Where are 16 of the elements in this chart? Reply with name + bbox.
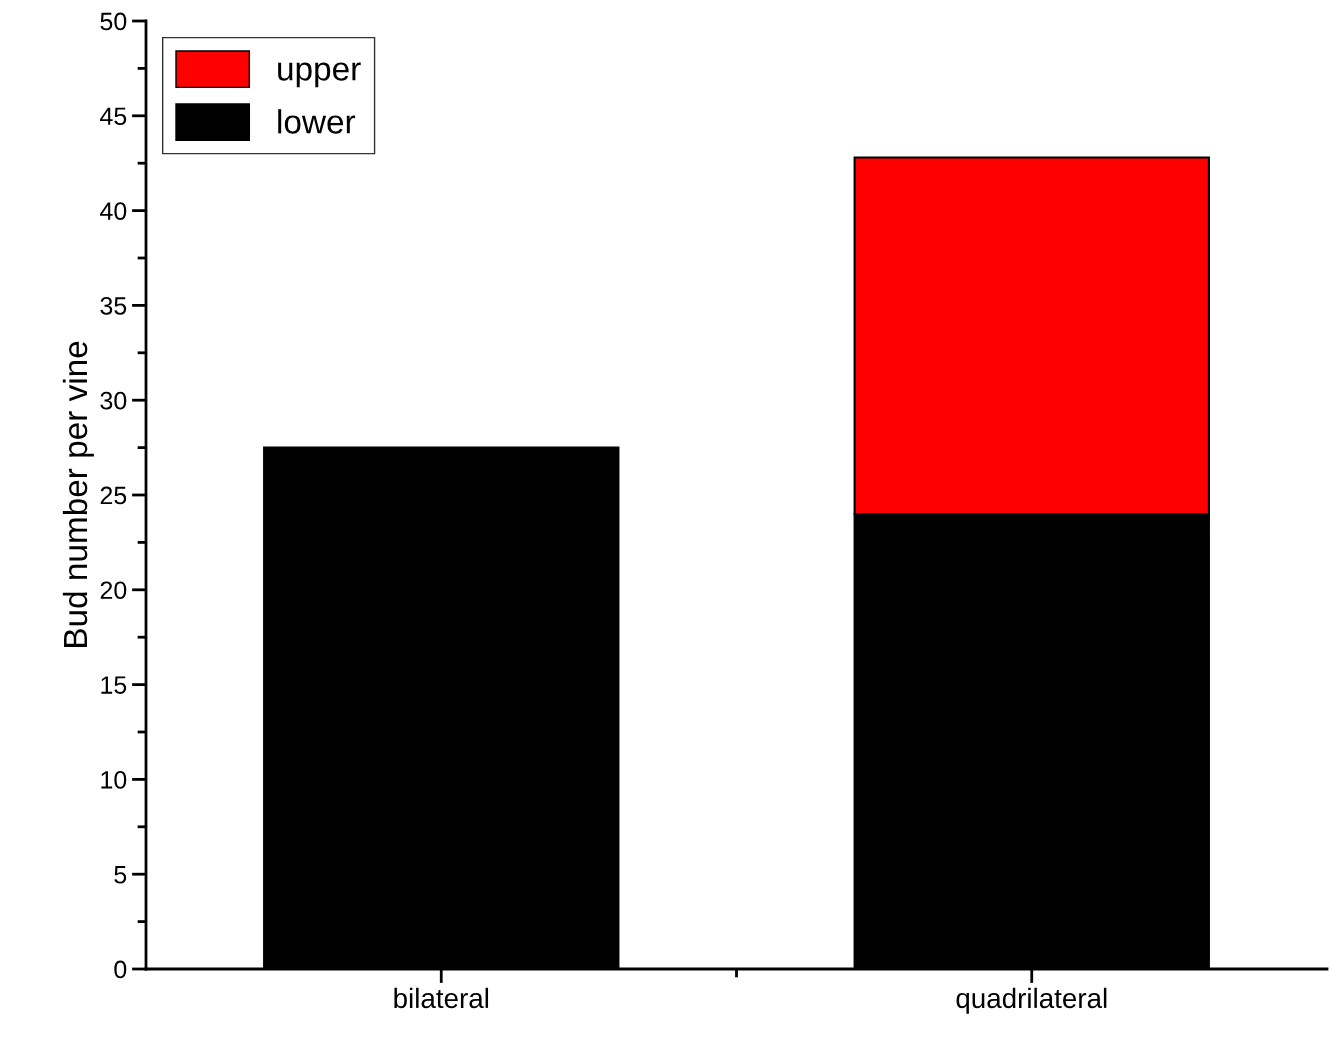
x-tick-label: quadrilateral — [956, 987, 1107, 1014]
legend-label: upper — [278, 62, 361, 88]
y-tick-label: 40 — [100, 202, 127, 220]
y-tick-label: 35 — [100, 297, 127, 315]
y-tick-label: 20 — [100, 581, 127, 600]
y-tick-label: 50 — [100, 12, 127, 31]
legend-label: lower — [278, 109, 356, 134]
y-tick-label: 5 — [114, 866, 127, 884]
y-tick-label: 45 — [100, 107, 127, 126]
y-axis-title: Bud number per vine — [62, 341, 94, 647]
y-tick-label: 30 — [100, 391, 127, 410]
y-tick-label: 25 — [100, 486, 127, 505]
y-tick-label: 15 — [101, 676, 127, 694]
x-tick-label: bilateral — [394, 987, 489, 1009]
y-tick-label: 10 — [101, 771, 127, 789]
y-tick-label: 0 — [114, 960, 127, 979]
